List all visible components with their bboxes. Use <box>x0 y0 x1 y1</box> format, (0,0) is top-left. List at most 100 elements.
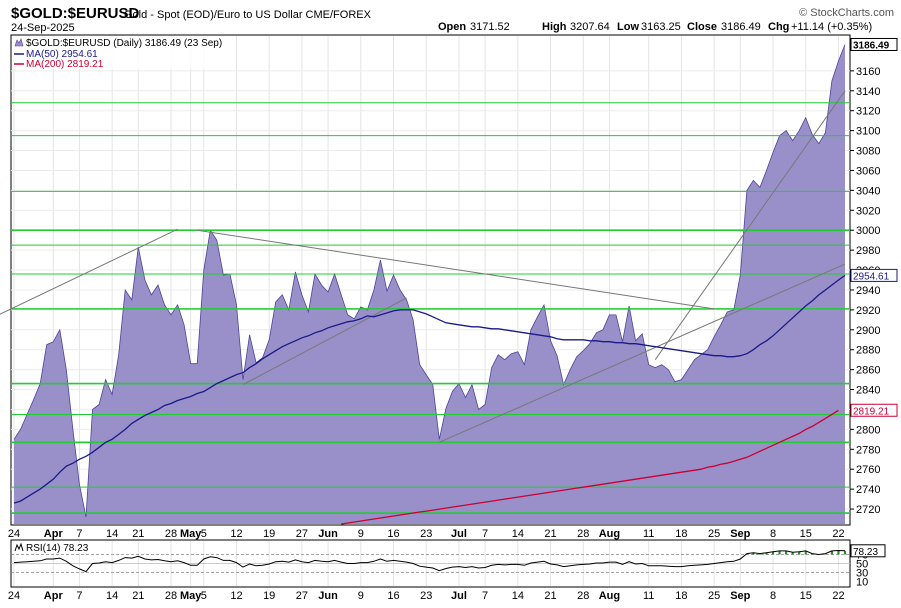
x-tick-label: 16 <box>387 528 399 540</box>
x-tick-label: 21 <box>544 528 556 540</box>
x-tick-label: 21 <box>132 528 144 540</box>
x-tick-label: Aug <box>599 590 620 602</box>
x-tick-label: 12 <box>230 590 242 602</box>
y-tick-label: 2940 <box>856 285 880 297</box>
legend-background <box>13 37 213 69</box>
stockcharts-watermark: © StockCharts.com <box>799 7 894 19</box>
x-tick-label: 15 <box>800 528 812 540</box>
x-tick-label: 11 <box>643 590 654 602</box>
price-tag: 2819.21 <box>850 403 898 417</box>
high-label: High <box>542 21 567 33</box>
low-label: Low <box>617 21 639 33</box>
price-y-axis: 2720274027602780280028202840286028802900… <box>850 66 880 516</box>
x-tick-label: 5 <box>201 528 207 540</box>
price-area-fill <box>14 44 845 524</box>
x-tick-label: Jul <box>451 528 467 540</box>
trendline <box>242 297 407 386</box>
y-tick-label: 3120 <box>856 106 880 118</box>
x-tick-label: 27 <box>296 590 308 602</box>
y-tick-label: 2880 <box>856 345 880 357</box>
high-value: 3207.64 <box>570 21 610 33</box>
rsi-tag-label: 78.23 <box>853 547 878 558</box>
rsi-legend-background <box>13 542 85 553</box>
x-tick-label: May <box>180 528 202 540</box>
price-tag-box <box>850 403 898 417</box>
price-area-series <box>13 44 846 524</box>
price-tag-label: 3186.49 <box>853 40 890 51</box>
price-panel: 2720274027602780280028202840286028802900… <box>0 34 898 526</box>
close-label: Close <box>687 21 717 33</box>
ohlc-readout: Open 3171.52 High 3207.64 Low 3163.25 Cl… <box>438 21 872 33</box>
x-tick-label: Apr <box>44 528 64 540</box>
trendline <box>439 263 846 443</box>
moving-averages <box>13 274 846 525</box>
area-swatch-icon <box>14 38 24 47</box>
chart-date: 24-Sep-2025 <box>11 22 75 34</box>
y-tick-label: 2720 <box>856 504 880 516</box>
x-axis-main: 24 Apr 7 14 21 28 May 5 12 19 27 Jun 9 16 23 Jul 7 14 21 28… <box>8 528 845 540</box>
x-tick-label: 27 <box>296 528 308 540</box>
legend-item-ma50: MA(50) 2954.61 <box>14 49 98 60</box>
x-tick-label: 28 <box>165 528 177 540</box>
x-tick-label: 28 <box>165 590 177 602</box>
x-tick-label: Sep <box>730 528 750 540</box>
x-tick-label: Jun <box>318 528 338 540</box>
x-tick-label: 21 <box>132 590 144 602</box>
y-tick-label: 2780 <box>856 444 880 456</box>
legend-item-ma200: MA(200) 2819.21 <box>14 59 104 70</box>
x-tick-label: 7 <box>76 528 82 540</box>
open-value: 3171.52 <box>470 21 510 33</box>
price-tag-label: 2954.61 <box>853 271 890 282</box>
rsi-y-tick-label: 50 <box>856 559 868 571</box>
x-tick-label: 15 <box>800 590 812 602</box>
rsi-grid <box>11 541 850 586</box>
x-tick-label: 8 <box>770 590 776 602</box>
x-tick-label: 14 <box>512 590 524 602</box>
x-tick-label: 22 <box>832 590 844 602</box>
y-tick-label: 3000 <box>856 225 880 237</box>
trendlines <box>0 90 846 443</box>
y-tick-label: 3060 <box>856 165 880 177</box>
x-tick-label: Jun <box>318 590 338 602</box>
price-tag-box <box>850 268 898 282</box>
y-tick-label: 2800 <box>856 424 880 436</box>
close-value: 3186.49 <box>721 21 761 33</box>
chg-label: Chg <box>768 21 789 33</box>
horizontal-levels-overlay <box>11 102 850 514</box>
price-tag: 2954.61 <box>850 268 898 282</box>
x-tick-label: 9 <box>358 528 364 540</box>
y-tick-label: 2860 <box>856 365 880 377</box>
price-tag-box <box>850 37 898 51</box>
open-label: Open <box>438 21 466 33</box>
rsi-legend: RSI(14) 78.23 <box>13 542 89 554</box>
price-tags: 3186.49 2954.61 2819.21 <box>850 37 898 417</box>
y-tick-label: 3020 <box>856 205 880 217</box>
legend-label-ma50: MA(50) 2954.61 <box>26 49 98 60</box>
x-tick-label: 24 <box>8 590 20 602</box>
y-tick-label: 3080 <box>856 146 880 158</box>
x-tick-label: 7 <box>482 590 488 602</box>
x-tick-label: 14 <box>512 528 524 540</box>
y-tick-label: 3100 <box>856 126 880 138</box>
x-tick-label: May <box>180 590 202 602</box>
x-tick-label: 5 <box>201 590 207 602</box>
x-tick-label: 25 <box>708 528 720 540</box>
rsi-tags: 78.23 <box>850 544 886 558</box>
symbol-title: $GOLD:$EURUSD <box>11 5 140 22</box>
legend-label-price: $GOLD:$EURUSD (Daily) 3186.49 (23 Sep) <box>26 38 222 49</box>
ma50-line <box>13 274 846 504</box>
rsi-series <box>13 549 847 573</box>
x-tick-label: 9 <box>358 590 364 602</box>
trendline <box>0 228 178 315</box>
x-tick-label: Apr <box>44 590 64 602</box>
x-tick-label: 18 <box>675 528 687 540</box>
x-tick-label: 23 <box>420 590 432 602</box>
trendline <box>654 90 846 360</box>
x-axis-rsi: 24 Apr 7 14 21 28 May 5 12 19 27 Jun 9 16 23 Jul 7 14 21 28… <box>8 590 845 602</box>
price-legend: $GOLD:$EURUSD (Daily) 3186.49 (23 Sep) M… <box>13 37 222 70</box>
rsi-y-tick-label: 10 <box>856 577 868 589</box>
legend-item-price: $GOLD:$EURUSD (Daily) 3186.49 (23 Sep) <box>14 38 222 49</box>
price-tag: 3186.49 <box>850 37 898 51</box>
x-tick-label: 14 <box>106 528 118 540</box>
